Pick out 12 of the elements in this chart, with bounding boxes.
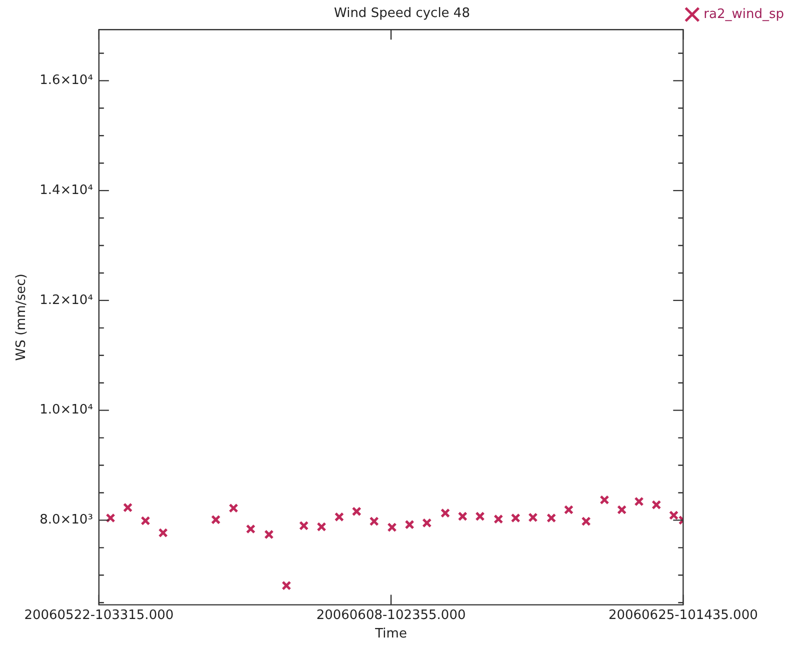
y-tick-label: 1.4×10⁴ (40, 182, 93, 198)
x-axis-title: Time (374, 626, 407, 642)
legend-label: ra2_wind_sp (704, 6, 784, 22)
y-tick-label: 1.2×10⁴ (40, 292, 93, 308)
y-axis-title: WS (mm/sec) (14, 274, 30, 361)
x-tick-label: 20060625-101435.000 (608, 608, 758, 623)
y-tick-label: 8.0×10³ (40, 512, 93, 528)
y-tick-label: 1.6×10⁴ (40, 73, 93, 88)
x-tick-label: 20060608-102355.000 (316, 608, 466, 623)
x-tick-label: 20060522-103315.000 (24, 608, 174, 623)
chart-title: Wind Speed cycle 48 (334, 6, 470, 22)
y-tick-label: 1.0×10⁴ (40, 402, 93, 418)
